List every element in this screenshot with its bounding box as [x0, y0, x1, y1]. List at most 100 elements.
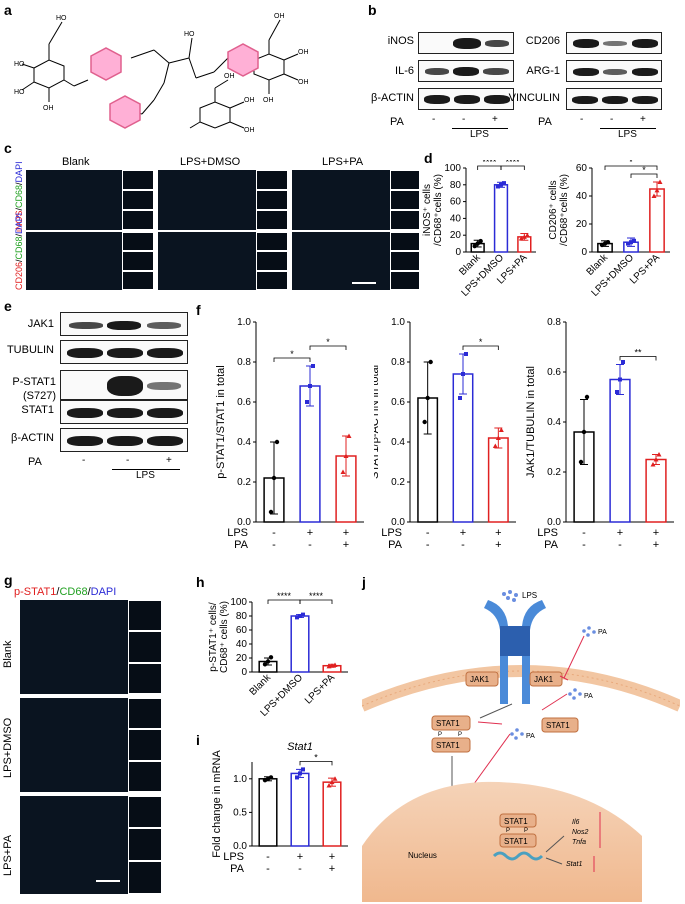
- lps-sign: +: [307, 527, 313, 539]
- pa-sign: -: [618, 539, 622, 551]
- pa-sign: +: [653, 539, 659, 551]
- gene-label: Il6: [572, 819, 580, 826]
- significance-bracket: [299, 599, 333, 604]
- pa-label-e: PA: [28, 456, 42, 468]
- bar: [290, 615, 310, 673]
- micrograph-inset: [128, 761, 162, 792]
- svg-text:HO: HO: [56, 15, 67, 22]
- gene-label: Stat1: [566, 861, 582, 868]
- chart-f-jak1: 0.0 0.2 0.4 0.6 0.8 JAK1/TUBULIN in total ** LP…: [526, 317, 674, 551]
- micrograph: [20, 796, 128, 894]
- panel-label-i: i: [196, 732, 200, 748]
- pa-label: PA: [526, 733, 535, 740]
- pa-label: PA: [584, 693, 593, 700]
- y-tick-label: 60: [450, 197, 462, 208]
- pa-label-b-right: PA: [538, 116, 552, 128]
- stat1-box: STAT1: [504, 817, 528, 826]
- micrograph-inset: [128, 631, 162, 663]
- micrograph-inset: [390, 210, 420, 230]
- significance-bracket: [462, 345, 499, 350]
- y-tick-label: 0.0: [547, 517, 561, 528]
- chart-title: Stat1: [287, 741, 313, 753]
- data-point: [629, 240, 633, 245]
- bar: [290, 772, 310, 847]
- y-tick-label: 1.0: [233, 774, 247, 785]
- svg-text:OH: OH: [244, 97, 255, 104]
- data-point: [458, 396, 462, 400]
- micrograph-inset: [128, 698, 162, 729]
- blot-jak1: [60, 312, 188, 336]
- y-axis-label: STAT1/β-ACTIN in total: [374, 365, 381, 479]
- lps-sign: +: [460, 527, 466, 539]
- dna-icon: [492, 851, 544, 861]
- lps-sign: -: [272, 527, 276, 539]
- significance-label: *: [326, 337, 330, 347]
- row-label: LPS: [381, 527, 402, 539]
- data-point: [472, 243, 477, 249]
- data-point: [268, 509, 274, 515]
- y-tick-label: 0.4: [391, 437, 405, 448]
- pa-sign: -: [580, 114, 584, 125]
- lps-sign: +: [343, 527, 349, 539]
- bar: [645, 458, 667, 523]
- data-point: [626, 241, 630, 246]
- blot-label-stat1: STAT1: [21, 404, 54, 416]
- data-point: [265, 659, 271, 664]
- micrograph: [20, 698, 128, 792]
- y-axis-label: p-STAT1⁺ cells/: [208, 602, 219, 672]
- jak1-box: JAK1: [534, 675, 554, 684]
- lps-label-e: LPS: [136, 470, 155, 481]
- data-point: [654, 187, 660, 193]
- significance-label: *: [314, 752, 318, 762]
- svg-text:OH: OH: [224, 73, 235, 80]
- lps-sign: -: [426, 527, 430, 539]
- blot-label-vinculin: VINCULIN: [508, 92, 560, 104]
- chemical-structure: HO HO HO OH HO OH OH OH OH OH OH OH: [14, 13, 309, 134]
- micrograph-inset: [122, 210, 154, 230]
- pa-sign: -: [272, 539, 276, 551]
- panel-label-e: e: [4, 298, 12, 314]
- blot-cd206: [566, 32, 662, 54]
- data-point: [305, 400, 309, 404]
- significance-bracket: [299, 760, 333, 766]
- micrograph-inset: [122, 170, 154, 190]
- blot-label-tubulin: TUBULIN: [6, 344, 54, 356]
- y-tick-label: 0.4: [547, 417, 561, 428]
- pa-sign: -: [426, 539, 430, 551]
- y-tick-label: 60: [236, 625, 248, 636]
- stain-label-row2: CD206/CD68/DAPI: [14, 212, 24, 290]
- y-axis-label: Fold change in mRNA: [211, 750, 223, 858]
- data-point: [308, 384, 312, 388]
- lps-sign: +: [617, 527, 623, 539]
- y-tick-label: 1.0: [391, 317, 405, 328]
- y-axis-label: iNOS⁺ cells: [422, 184, 433, 236]
- stat1-box: STAT1: [436, 719, 460, 728]
- signaling-schematic: LPS PA PA PA JAK1 JAK1 STAT1 STAT1 P P S…: [362, 590, 680, 902]
- scale-bar: [352, 282, 376, 284]
- y-tick-label: 0.6: [547, 367, 561, 378]
- y-tick-label: 0.2: [547, 467, 561, 478]
- micrograph-inset: [256, 210, 288, 230]
- data-point: [295, 775, 299, 780]
- y-tick-label: 40: [450, 213, 462, 224]
- data-point: [650, 462, 656, 467]
- y-tick-label: 60: [576, 163, 588, 174]
- chart-h-pstat1: 0 20 40 60 80 100 p-STAT1⁺ cells/CD68⁺ cells (…: [208, 591, 348, 719]
- col-title-blank: Blank: [62, 156, 90, 168]
- micrograph: [26, 170, 122, 230]
- pa-sign: +: [343, 539, 349, 551]
- micrograph-inset: [390, 190, 420, 210]
- blot-label-il6: IL-6: [395, 65, 414, 77]
- y-tick-label: 0.8: [237, 357, 251, 368]
- significance-bracket: [273, 357, 311, 362]
- lps-sign: -: [582, 527, 586, 539]
- bar: [487, 437, 509, 523]
- x-tick-label: LPS+PA: [303, 672, 337, 706]
- blot-p-stat1: [60, 370, 188, 400]
- lps-sign: +: [495, 527, 501, 539]
- data-point: [495, 435, 501, 440]
- significance-label: ****: [309, 591, 324, 601]
- significance-bracket: [309, 345, 347, 350]
- lps-sign: -: [266, 851, 270, 863]
- y-tick-label: 80: [236, 611, 248, 622]
